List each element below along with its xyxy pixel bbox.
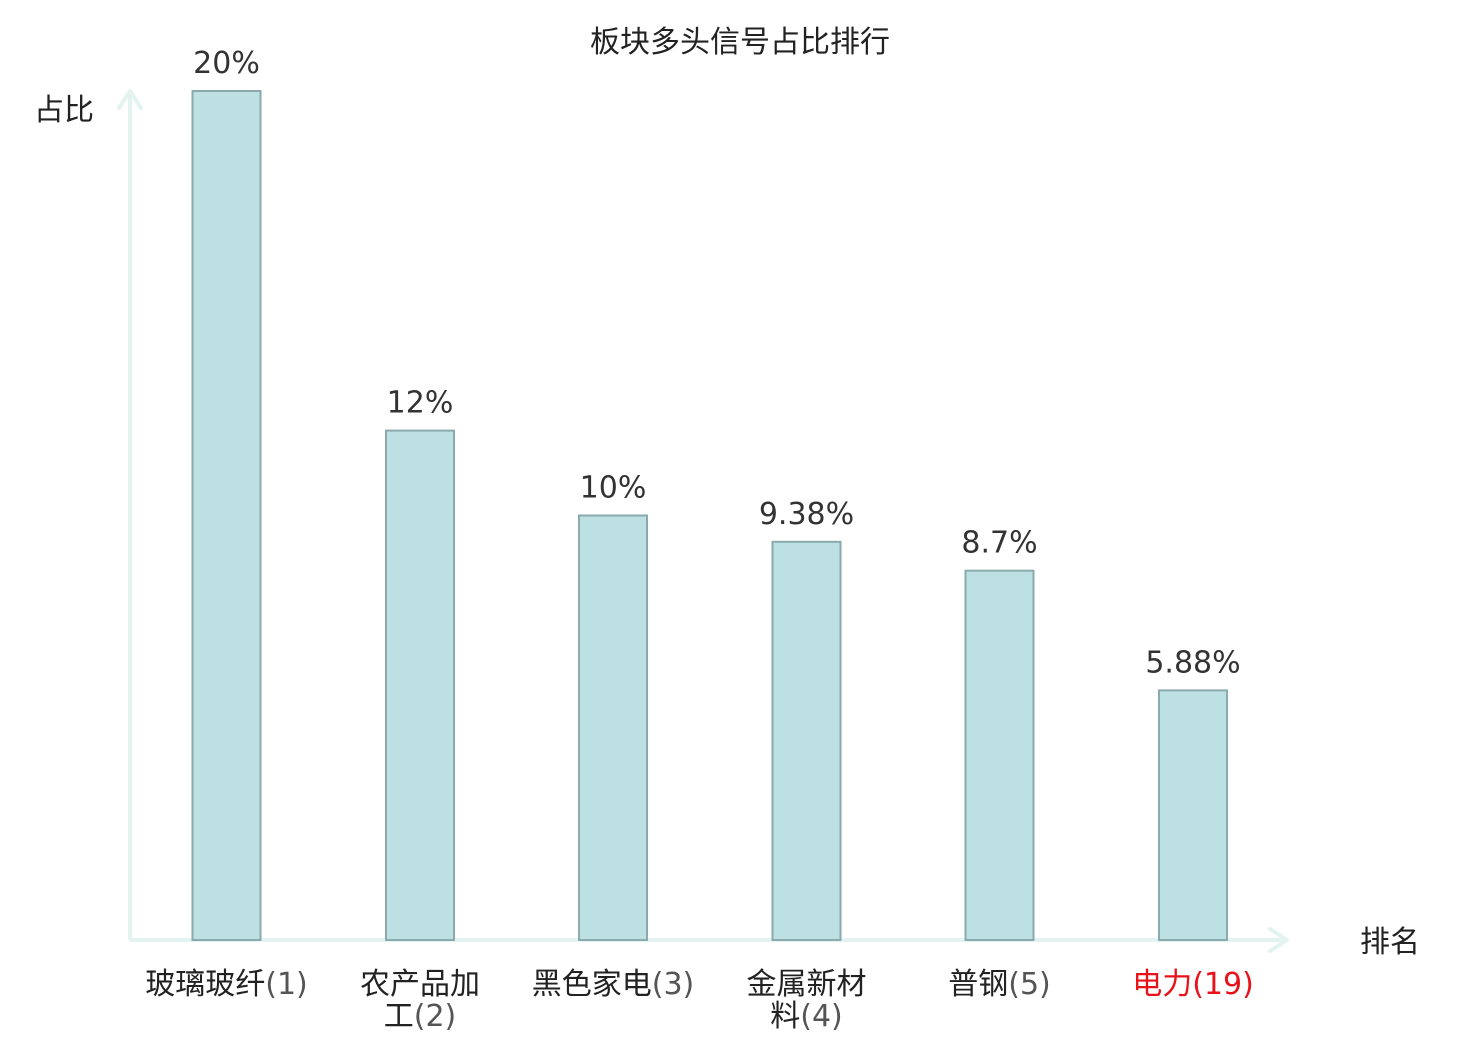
- x-axis-label: 排名: [1360, 925, 1420, 960]
- bar-1: [191, 90, 262, 941]
- category-label-1: 玻璃玻纤(1): [145, 967, 308, 1002]
- category-label-line: 电力: [1132, 967, 1192, 1002]
- category-label-6: 电力(19): [1132, 967, 1254, 1002]
- category-label-line: 黑色家电: [532, 967, 652, 1002]
- category-label-5: 普钢(5): [948, 967, 1051, 1002]
- category-label-4: 金属新材料(4): [747, 967, 867, 1034]
- category-label-line: 料: [770, 999, 800, 1034]
- data-label-5: 8.7%: [961, 526, 1037, 561]
- category-label-line: 金属新材: [747, 967, 867, 1002]
- data-label-4: 9.38%: [759, 497, 854, 532]
- category-label-line: 农产品加: [360, 967, 480, 1002]
- bar-6: [1158, 689, 1228, 941]
- category-label-line: 玻璃玻纤: [145, 967, 265, 1002]
- category-rank: (1): [265, 967, 308, 1002]
- category-label-3: 黑色家电(3): [532, 967, 695, 1002]
- category-rank: (4): [800, 999, 843, 1034]
- data-label-6: 5.88%: [1145, 645, 1240, 680]
- category-labels-group: 玻璃玻纤(1) 农产品加工(2) 黑色家电(3) 金属新材料(4) 普钢(5) 电力(19…: [145, 967, 1254, 1034]
- category-rank: (5): [1008, 967, 1051, 1002]
- data-label-2: 12%: [387, 386, 454, 421]
- category-rank: (19): [1192, 967, 1254, 1002]
- bar-4: [771, 540, 842, 941]
- data-label-1: 20%: [193, 46, 260, 81]
- category-label-line: 普钢: [948, 967, 1008, 1002]
- category-label-line: 工: [384, 999, 414, 1034]
- category-rank: (3): [652, 967, 695, 1002]
- bar-5: [964, 569, 1035, 941]
- bar-3: [578, 514, 648, 941]
- chart-title: 板块多头信号占比排行: [590, 25, 890, 60]
- y-axis-label: 占比: [34, 93, 94, 128]
- data-labels-group: 20% 12% 10% 9.38% 8.7% 5.88%: [193, 46, 1241, 680]
- bars-group: [191, 90, 1228, 941]
- x-axis: [130, 927, 1289, 953]
- y-axis: [117, 89, 143, 940]
- category-rank: (2): [414, 999, 457, 1034]
- bar-2: [385, 429, 455, 941]
- data-label-3: 10%: [580, 471, 647, 506]
- category-label-2: 农产品加工(2): [360, 967, 480, 1034]
